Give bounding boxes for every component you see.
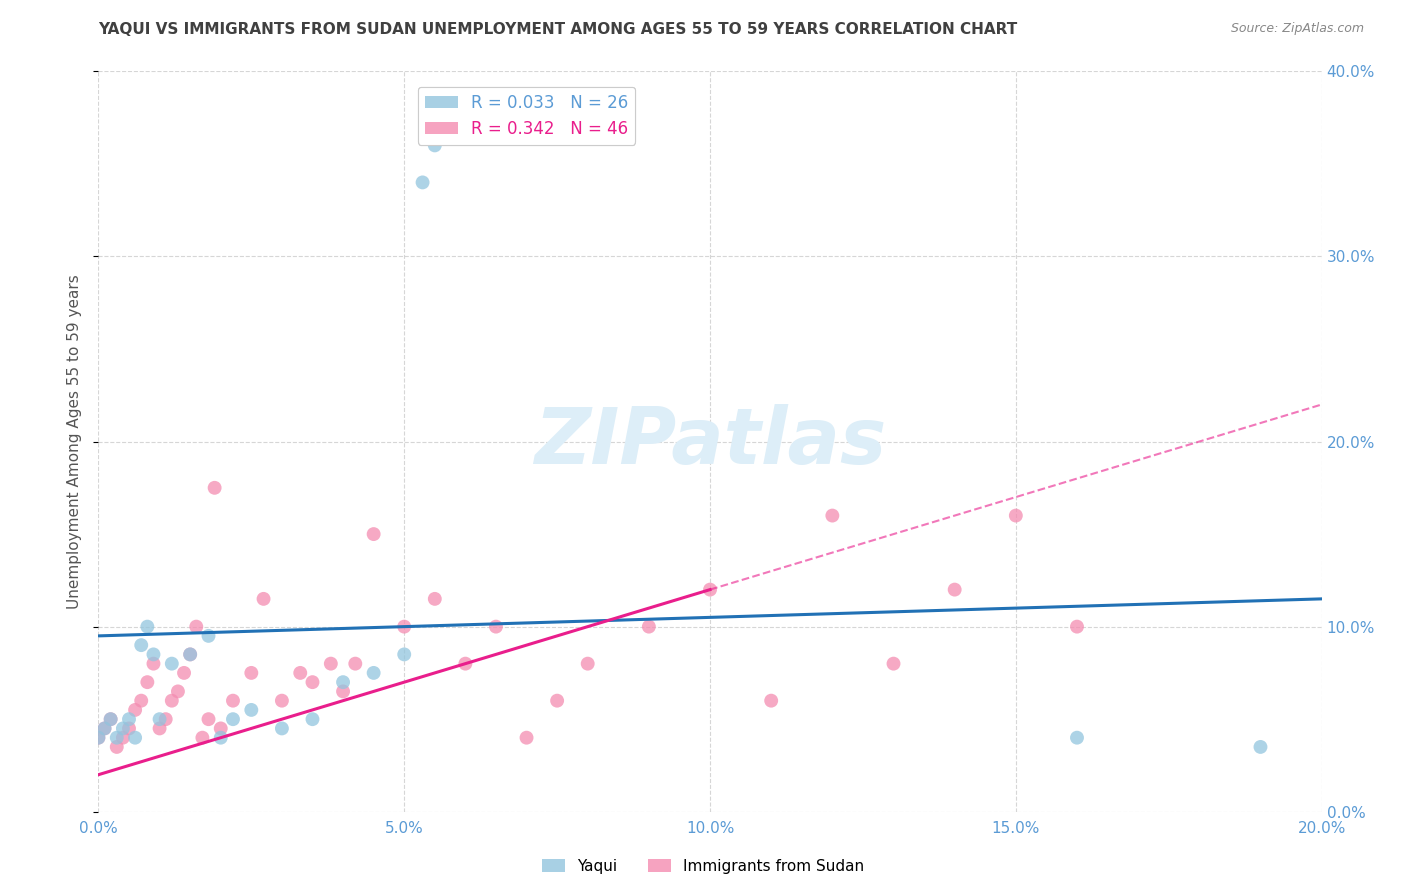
Point	[209, 722, 232, 736]
Point	[87, 731, 110, 745]
Point	[191, 731, 214, 745]
Point	[136, 619, 159, 633]
Point	[160, 657, 183, 671]
Point	[240, 703, 263, 717]
Point	[759, 694, 782, 708]
Point	[142, 657, 165, 671]
Point	[290, 665, 312, 680]
Point	[173, 665, 195, 680]
Point	[423, 591, 446, 606]
Point	[179, 648, 201, 662]
Point	[637, 619, 661, 633]
Point	[943, 582, 966, 597]
Point	[167, 684, 190, 698]
Point	[821, 508, 844, 523]
Point	[105, 731, 128, 745]
Point	[111, 731, 134, 745]
Point	[392, 619, 416, 633]
Point	[209, 731, 232, 745]
Point	[363, 527, 385, 541]
Point	[423, 138, 446, 153]
Point	[129, 694, 152, 708]
Point	[454, 657, 477, 671]
Point	[93, 722, 115, 736]
Point	[149, 722, 172, 736]
Point	[1066, 619, 1088, 633]
Point	[1066, 731, 1088, 745]
Point	[100, 712, 122, 726]
Point	[344, 657, 367, 671]
Legend: R = 0.033   N = 26, R = 0.342   N = 46: R = 0.033 N = 26, R = 0.342 N = 46	[418, 87, 636, 145]
Y-axis label: Unemployment Among Ages 55 to 59 years: Unemployment Among Ages 55 to 59 years	[67, 274, 83, 609]
Point	[883, 657, 905, 671]
Point	[1249, 739, 1271, 754]
Point	[222, 712, 245, 726]
Point	[270, 694, 292, 708]
Point	[332, 684, 354, 698]
Point	[222, 694, 245, 708]
Point	[93, 722, 115, 736]
Point	[129, 638, 152, 652]
Point	[301, 712, 323, 726]
Point	[136, 675, 159, 690]
Point	[149, 712, 172, 726]
Point	[124, 731, 146, 745]
Point	[332, 675, 354, 690]
Point	[1004, 508, 1026, 523]
Point	[111, 722, 134, 736]
Point	[485, 619, 508, 633]
Point	[546, 694, 568, 708]
Point	[240, 665, 263, 680]
Point	[179, 648, 201, 662]
Text: YAQUI VS IMMIGRANTS FROM SUDAN UNEMPLOYMENT AMONG AGES 55 TO 59 YEARS CORRELATIO: YAQUI VS IMMIGRANTS FROM SUDAN UNEMPLOYM…	[98, 22, 1018, 37]
Legend: Yaqui, Immigrants from Sudan: Yaqui, Immigrants from Sudan	[536, 853, 870, 880]
Point	[699, 582, 721, 597]
Point	[118, 712, 141, 726]
Point	[186, 619, 208, 633]
Point	[412, 175, 434, 190]
Point	[301, 675, 323, 690]
Point	[197, 712, 219, 726]
Point	[197, 629, 219, 643]
Point	[576, 657, 599, 671]
Point	[155, 712, 177, 726]
Point	[252, 591, 274, 606]
Point	[100, 712, 122, 726]
Point	[204, 481, 226, 495]
Text: ZIPatlas: ZIPatlas	[534, 403, 886, 480]
Point	[270, 722, 292, 736]
Point	[392, 648, 416, 662]
Point	[87, 731, 110, 745]
Point	[118, 722, 141, 736]
Text: Source: ZipAtlas.com: Source: ZipAtlas.com	[1230, 22, 1364, 36]
Point	[124, 703, 146, 717]
Point	[319, 657, 342, 671]
Point	[105, 739, 128, 754]
Point	[142, 648, 165, 662]
Point	[160, 694, 183, 708]
Point	[516, 731, 538, 745]
Point	[363, 665, 385, 680]
